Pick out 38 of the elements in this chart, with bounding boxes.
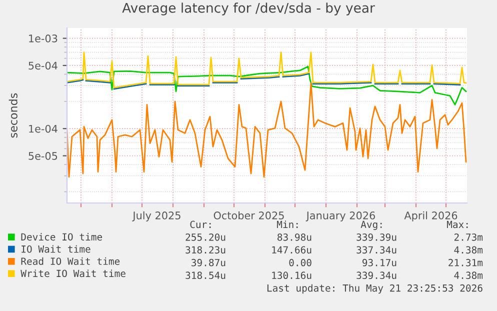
x-tick-label: October 2025: [214, 211, 284, 220]
text: Avg:: [360, 220, 382, 230]
text: 83.98u: [278, 233, 312, 241]
text: 255.20u: [186, 233, 226, 241]
text: 318.54u: [186, 272, 226, 280]
y-tick-label: 1e-03: [29, 34, 58, 42]
x-tick-label: January 2026: [306, 212, 375, 222]
text: 4.38m: [454, 246, 483, 254]
text: Min:: [276, 220, 298, 228]
x-tick-label: July 2025: [132, 211, 180, 222]
text: 147.66u: [272, 246, 312, 254]
y-axis-title: seconds: [8, 93, 18, 138]
line-series: [67, 82, 467, 178]
text: 21.31m: [448, 258, 483, 266]
y-tick-label: 5e-04: [28, 62, 58, 70]
text: 2.73m: [454, 233, 483, 241]
text: 318.23u: [186, 246, 226, 254]
text: 4.38m: [454, 272, 483, 280]
legend-label: IO Wait time: [22, 245, 90, 253]
chart-title: Average latency for /dev/sda - by year: [122, 2, 375, 16]
line-series: [67, 52, 467, 88]
legend-label: Write IO Wait time: [20, 270, 126, 278]
text: Max:: [446, 220, 468, 228]
text: Cur:: [190, 220, 211, 228]
y-tick-label: 5e-05: [28, 152, 58, 160]
text: 130.16u: [272, 272, 312, 280]
legend-label: Device IO time: [21, 233, 102, 241]
text: 39.87u: [192, 258, 226, 266]
y-tick-label: 1e-04: [29, 124, 58, 133]
x-tick-label: April 2026: [404, 211, 458, 222]
text: 339.39u: [356, 233, 396, 241]
line-series: [67, 66, 467, 106]
text: 93.17u: [362, 258, 396, 266]
text: Last update: Thu May 21 23:25:53 2026: [267, 284, 482, 294]
text: 0.00: [289, 258, 312, 266]
text: 339.34u: [356, 272, 396, 280]
text: 337.34u: [356, 246, 396, 254]
legend-label: Read IO Wait time: [21, 257, 120, 265]
